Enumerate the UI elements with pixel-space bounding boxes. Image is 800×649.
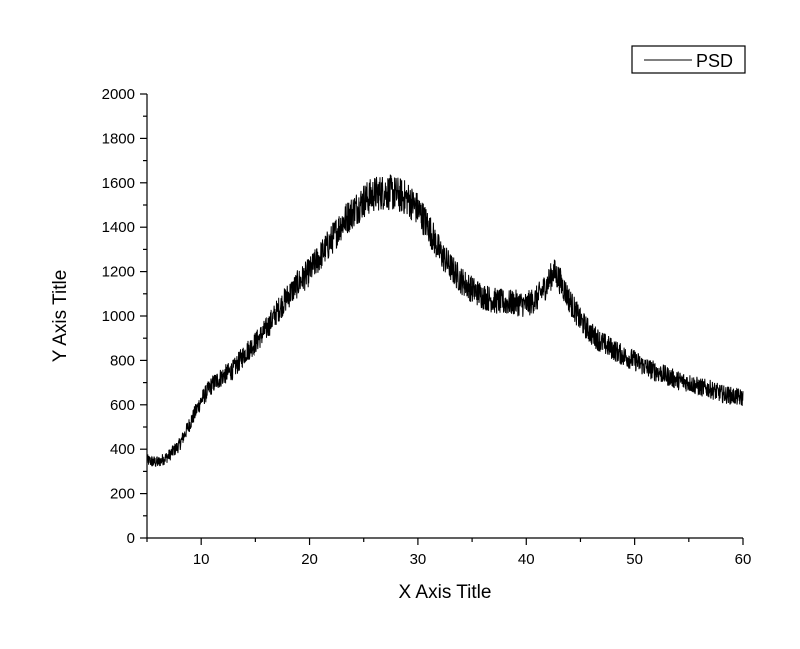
x-tick-label: 30	[410, 551, 427, 568]
y-tick-label: 2000	[102, 86, 135, 103]
y-tick-label: 1800	[102, 130, 135, 147]
y-tick-label: 1400	[102, 219, 135, 236]
series-layer	[146, 174, 744, 468]
legend-label: PSD	[696, 51, 733, 71]
x-axis-title: X Axis Title	[399, 582, 492, 603]
y-tick-label: 1000	[102, 308, 135, 325]
y-tick-label: 800	[110, 352, 135, 369]
y-tick-label: 1600	[102, 175, 135, 192]
y-tick-label: 0	[127, 530, 135, 547]
y-tick-label: 1200	[102, 264, 135, 281]
x-tick-label: 10	[193, 551, 210, 568]
series-line-psd	[146, 174, 744, 468]
x-tick-label: 40	[518, 551, 535, 568]
x-tick-label: 60	[735, 551, 752, 568]
y-tick-label: 200	[110, 486, 135, 503]
y-tick-label: 400	[110, 441, 135, 458]
axes: 0 200 400 600 800 1000 1200 1400 1600 1800 2000 10 2…	[102, 86, 752, 568]
x-tick-label: 50	[626, 551, 643, 568]
x-tick-label: 20	[301, 551, 318, 568]
y-axis-title: Y Axis Title	[50, 270, 71, 363]
y-tick-label: 600	[110, 397, 135, 414]
legend: PSD	[631, 45, 746, 74]
